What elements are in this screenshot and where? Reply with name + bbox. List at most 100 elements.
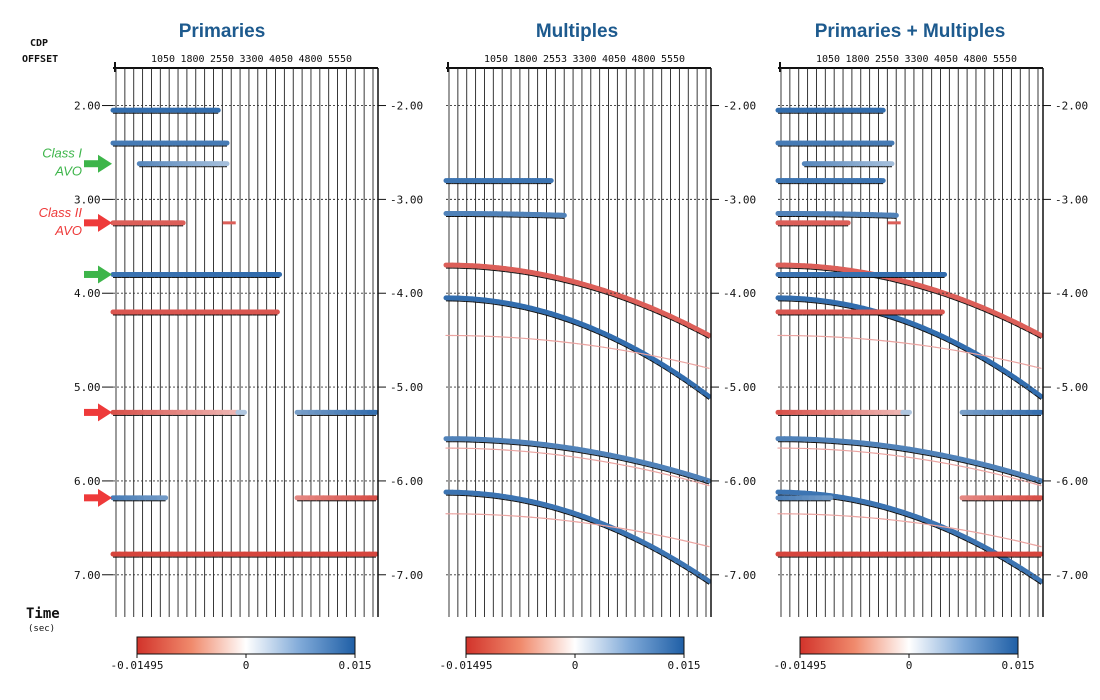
event-wiggle (531, 504, 539, 507)
event-segment (544, 452, 552, 455)
event-wiggle (922, 288, 930, 292)
event-wiggle (524, 273, 532, 277)
event-wiggle (583, 452, 591, 455)
event-wiggle (629, 461, 637, 465)
event-segment (895, 519, 904, 522)
event-segment (557, 519, 565, 522)
event-wiggle (863, 504, 871, 507)
event-segment (922, 523, 930, 526)
event-wiggle (636, 463, 644, 466)
event-wiggle (603, 335, 611, 340)
event-segment (974, 531, 983, 535)
time-tick-label: -5.00 (390, 381, 423, 394)
event-wiggle (577, 325, 585, 329)
event-segment (609, 525, 618, 529)
offset-label: OFFSET (22, 54, 58, 65)
offset-tick-label: 5550 (993, 54, 1017, 65)
event-segment (1020, 541, 1029, 545)
event-wiggle (610, 295, 618, 299)
time-tick-label: -4.00 (1055, 287, 1088, 300)
event-wiggle (856, 444, 864, 447)
event-wiggle (603, 456, 611, 459)
event-wiggle (843, 306, 851, 309)
event-wiggle (616, 297, 624, 301)
event-segment (629, 465, 638, 469)
event-wiggle (491, 303, 499, 306)
event-segment (882, 453, 891, 456)
event-wiggle (856, 502, 864, 506)
event-wiggle (544, 447, 552, 449)
event-segment (675, 538, 684, 541)
event-segment (688, 541, 697, 545)
event-wiggle (823, 269, 831, 272)
event-segment (655, 534, 664, 537)
event-wiggle (623, 345, 631, 350)
colorbar-tick-label: -0.01495 (111, 659, 164, 672)
event-segment (544, 339, 552, 342)
event-wiggle (675, 321, 683, 326)
event-segment (570, 455, 579, 459)
event-wiggle (869, 505, 877, 509)
event-wiggle (590, 453, 598, 457)
annotation-label: AVO (54, 223, 82, 238)
event-wiggle (669, 318, 677, 323)
panel-3: Primaries + Multiples 1050 1800 2550 3300 405… (774, 21, 1089, 672)
event-wiggle (485, 269, 493, 271)
event-wiggle (837, 443, 844, 445)
time-tick-label: -6.00 (390, 475, 423, 488)
offset-tick-label: 1800 (180, 54, 204, 65)
event-segment (636, 467, 644, 470)
event-segment (662, 357, 671, 360)
event-wiggle (876, 507, 884, 510)
event-segment (682, 477, 690, 481)
event-segment (517, 450, 526, 453)
event-segment (922, 344, 930, 347)
event-wiggle (1014, 566, 1022, 572)
event-wiggle (491, 269, 499, 272)
event-segment (642, 353, 651, 356)
colorbar: -0.01495 0 0.015 (774, 636, 1035, 672)
colorbar-tick-label: 0.015 (1001, 659, 1034, 672)
event-segment (1031, 329, 1044, 338)
colorbar-tick-label: -0.01495 (774, 659, 827, 672)
event-segment (668, 536, 677, 540)
event-wiggle (968, 304, 976, 309)
colorbar-tick-label: 0 (906, 659, 913, 672)
event-wiggle (583, 286, 591, 290)
event-wiggle (616, 342, 624, 347)
event-segment (1031, 389, 1044, 399)
event-wiggle (682, 475, 690, 479)
event-segment (922, 458, 930, 462)
event-segment (596, 524, 605, 527)
offset-tick-label: 1050 (151, 54, 175, 65)
offset-tick-label: 4050 (934, 54, 958, 65)
event-wiggle (702, 481, 710, 485)
colorbar-tick-label: 0 (572, 659, 579, 672)
event-wiggle (915, 519, 923, 523)
event-segment (1014, 361, 1022, 365)
event-segment (583, 522, 592, 525)
offset-tick-label: 1050 (816, 54, 840, 65)
event-segment (649, 354, 658, 358)
green-arrow-head (98, 265, 112, 284)
event-wiggle (915, 286, 923, 290)
event-segment (701, 366, 710, 369)
event-wiggle (610, 338, 618, 344)
event-segment (642, 468, 651, 472)
event-wiggle (948, 459, 956, 462)
event-wiggle (511, 443, 519, 446)
event-segment (576, 456, 585, 460)
event-segment (935, 346, 943, 349)
time-tick-label: -7.00 (390, 569, 423, 582)
event-wiggle (955, 345, 963, 350)
event-segment (981, 354, 990, 358)
event-wiggle (610, 457, 618, 461)
event-wiggle (603, 526, 611, 531)
event-segment (524, 450, 533, 453)
event-wiggle (531, 445, 539, 448)
event-segment (954, 464, 963, 468)
event-wiggle (896, 449, 903, 452)
panel-title: Multiples (536, 21, 618, 42)
event-segment (1027, 481, 1036, 485)
event-segment (590, 523, 598, 526)
